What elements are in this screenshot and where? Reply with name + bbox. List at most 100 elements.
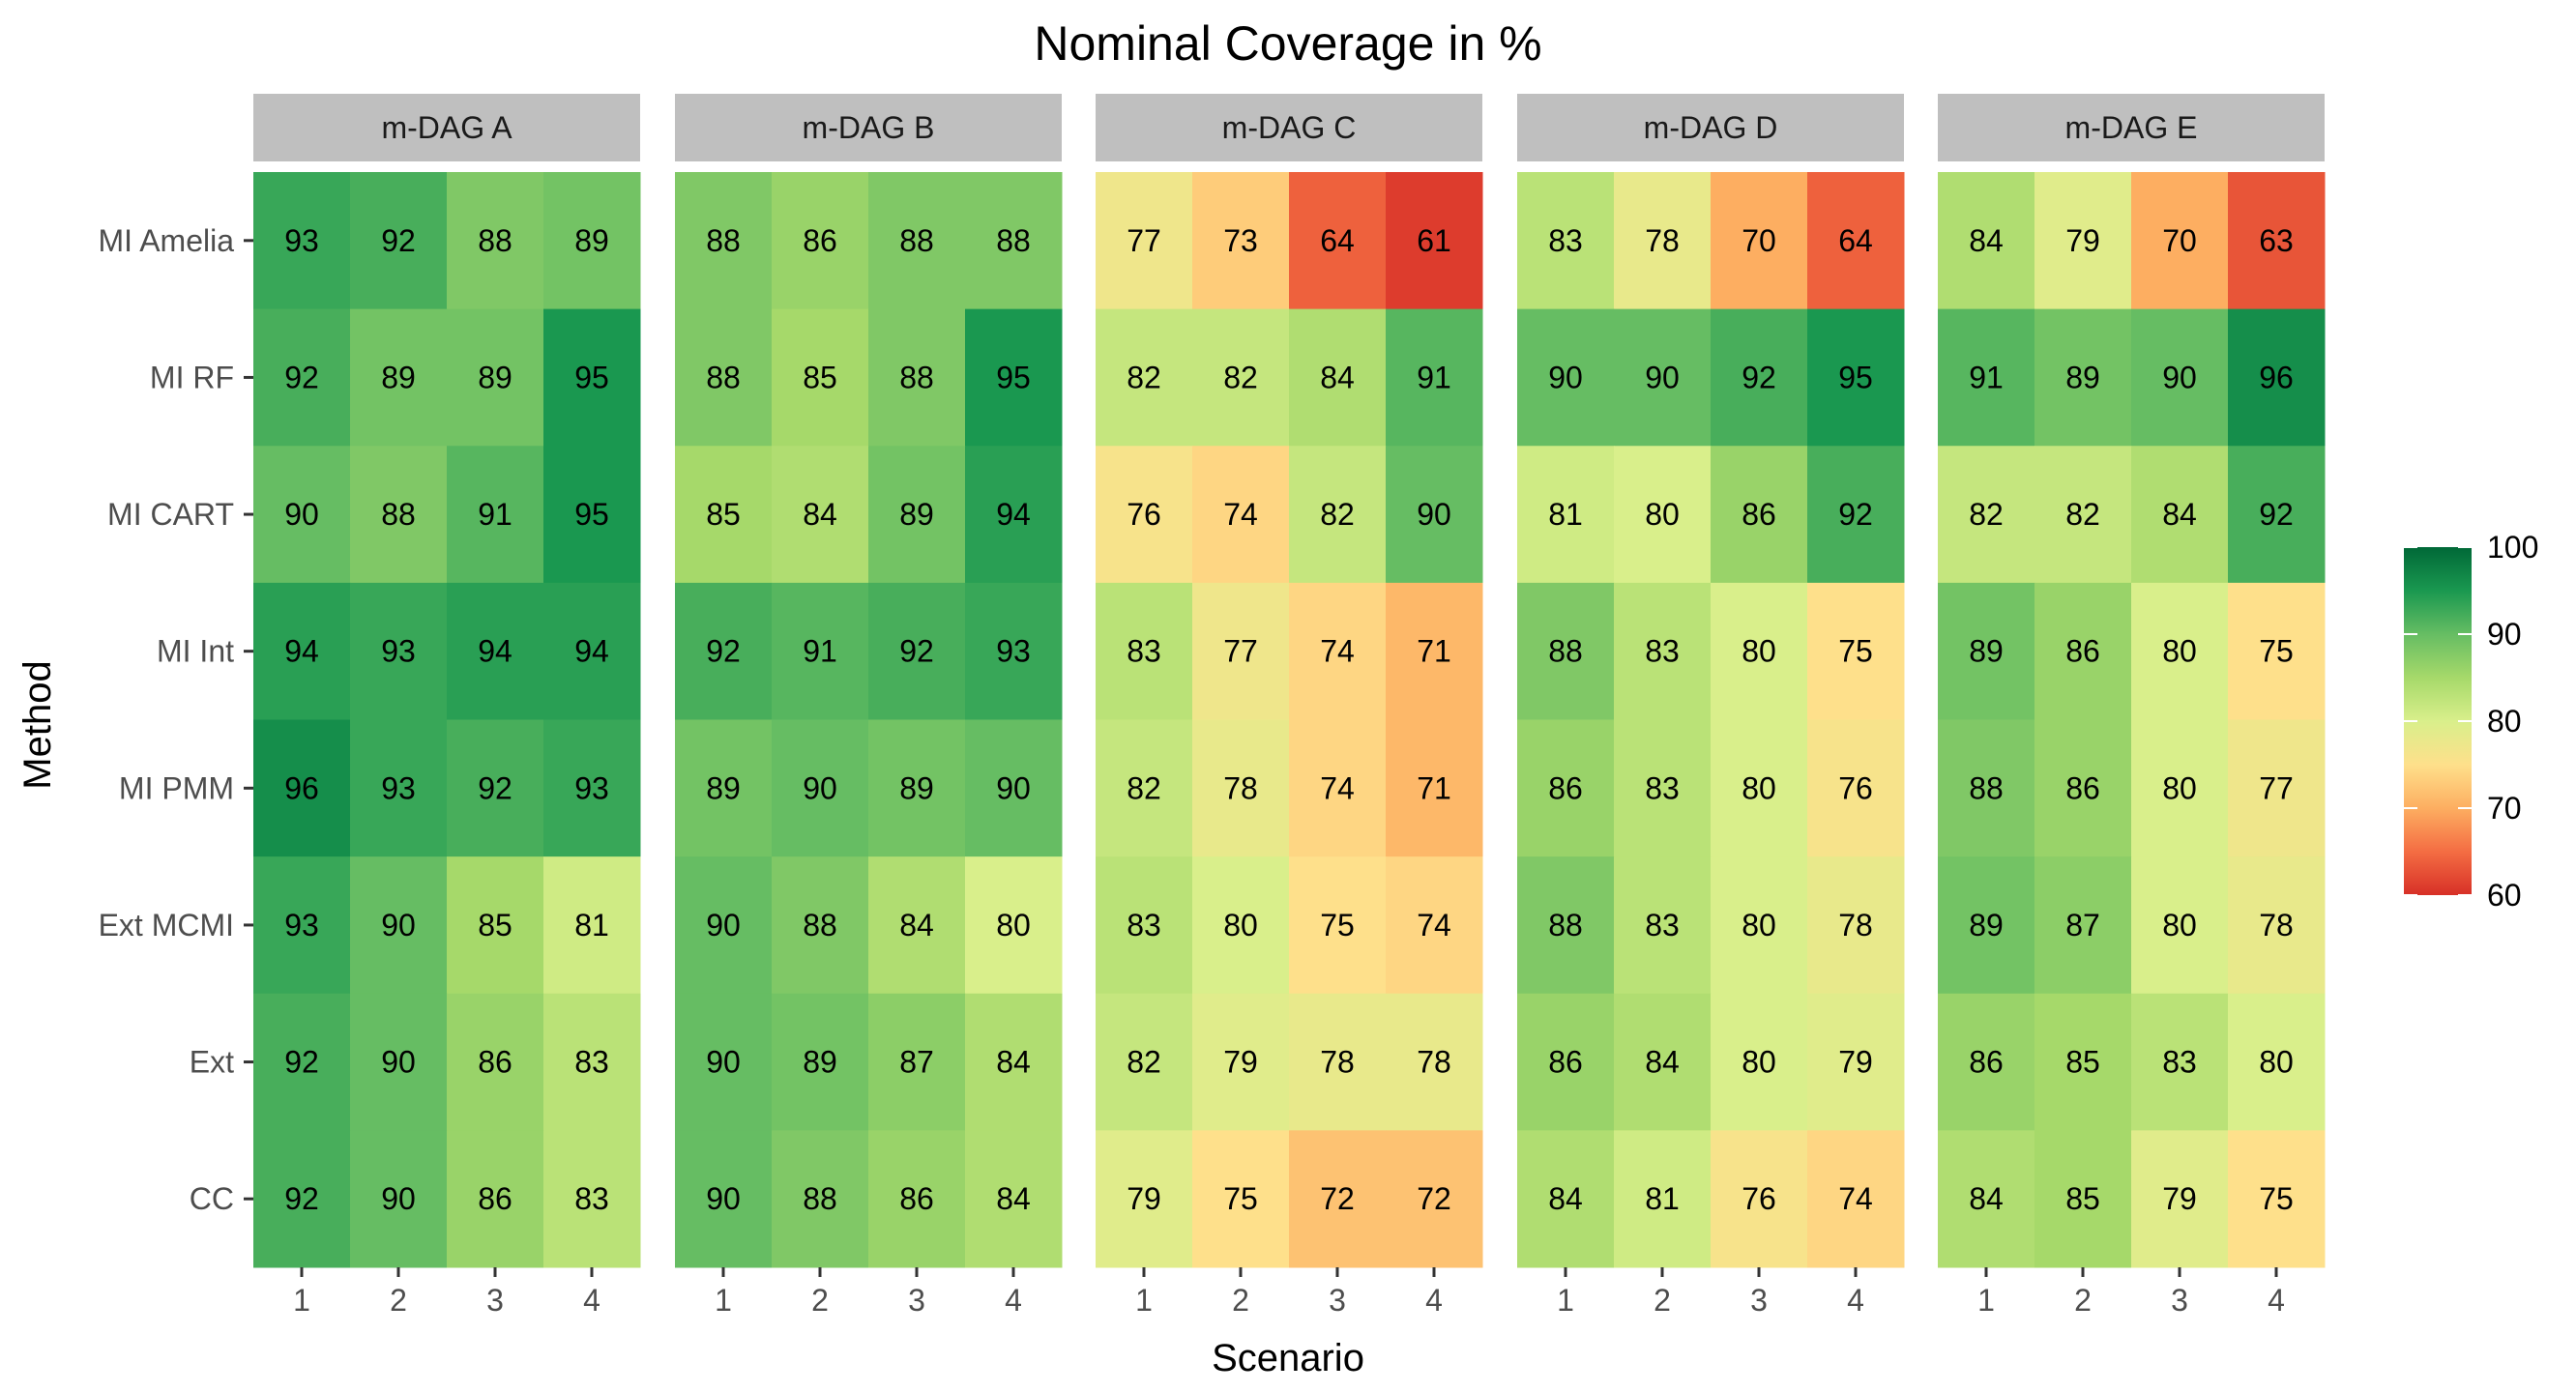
cell-value-label: 93 (996, 634, 1031, 669)
cell-value-label: 92 (478, 770, 512, 805)
facet-panel: m-DAG D 83 78 70 64 90 90 92 95 81 80 86 92 88 83 80 75 8… (1517, 94, 1905, 1318)
cell-value-label: 61 (1417, 223, 1451, 258)
cell-value-label: 90 (706, 1181, 741, 1216)
heatmap-cell (253, 719, 351, 857)
cell-value-label: 88 (1548, 634, 1583, 669)
x-tick-label: 3 (2171, 1283, 2188, 1318)
heatmap-cell (868, 993, 966, 1131)
cell-value-label: 81 (1645, 1181, 1680, 1216)
heatmap-cell (1096, 719, 1193, 857)
heatmap-cell (1096, 446, 1193, 584)
facet-label: m-DAG A (381, 110, 512, 145)
cell-value-label: 92 (284, 1181, 319, 1216)
cell-value-label: 80 (996, 908, 1031, 942)
facet-panel: m-DAG E 84 79 70 63 91 89 90 96 82 82 84 92 89 86 80 75 8… (1938, 94, 2326, 1318)
heatmap-cell (447, 172, 544, 310)
cell-value-label: 89 (899, 770, 934, 805)
cell-value-label: 84 (899, 908, 934, 942)
x-tick-label: 2 (1232, 1283, 1249, 1318)
cell-value-label: 89 (478, 360, 512, 394)
heatmap-cell (2131, 582, 2229, 720)
cell-value-label: 88 (1548, 908, 1583, 942)
cell-value-label: 93 (574, 770, 609, 805)
heatmap-cell (1386, 446, 1483, 584)
heatmap-cell (1289, 856, 1387, 995)
cell-value-label: 83 (574, 1181, 609, 1216)
heatmap-cell (1807, 582, 1905, 720)
cell-value-label: 80 (2162, 908, 2197, 942)
heatmap-cell (1517, 446, 1615, 584)
heatmap-cell (543, 993, 641, 1131)
heatmap-cell (1938, 446, 2035, 584)
heatmap-cell (447, 719, 544, 857)
x-tick-label: 2 (1654, 1283, 1671, 1318)
facet-panel: m-DAG B 88 86 88 88 88 85 88 95 85 84 89 94 92 91 92 93 8… (675, 94, 1063, 1318)
cell-value-label: 63 (2259, 223, 2294, 258)
cell-value-label: 88 (996, 223, 1031, 258)
cell-value-label: 86 (1548, 1045, 1583, 1080)
chart-title: Nominal Coverage in % (1034, 16, 1541, 71)
x-axis-title: Scenario (1212, 1337, 1364, 1379)
heatmap-cell (1096, 856, 1193, 995)
x-tick-label: 1 (1977, 1283, 1995, 1318)
cell-value-label: 94 (284, 634, 319, 669)
heatmap-cell (2228, 1130, 2326, 1268)
heatmap-cell (350, 993, 448, 1131)
heatmap-cell (1614, 308, 1712, 447)
cell-value-label: 90 (996, 770, 1031, 805)
y-tick-label: Ext (190, 1045, 234, 1080)
cell-value-label: 86 (478, 1045, 512, 1080)
heatmap-cell (1807, 1130, 1905, 1268)
cell-value-label: 92 (1838, 497, 1873, 532)
x-tick-label: 2 (811, 1283, 829, 1318)
cell-value-label: 83 (1645, 908, 1680, 942)
cell-value-label: 82 (1969, 497, 2004, 532)
cell-value-label: 80 (2162, 634, 2197, 669)
cell-value-label: 75 (1838, 634, 1873, 669)
x-tick-label: 4 (1425, 1283, 1443, 1318)
facet-panel: m-DAG A 93 92 88 89 92 89 89 95 90 88 91 95 94 93 94 94 9… (253, 94, 641, 1318)
cell-value-label: 95 (574, 497, 609, 532)
heatmap-cell (1807, 446, 1905, 584)
heatmap-cell (1386, 1130, 1483, 1268)
heatmap-cell (1614, 446, 1712, 584)
cell-value-label: 83 (574, 1045, 609, 1080)
cell-value-label: 93 (381, 634, 416, 669)
cell-value-label: 78 (1223, 770, 1258, 805)
heatmap-cell (2034, 308, 2132, 447)
heatmap-cell (675, 582, 773, 720)
heatmap-cell (1289, 993, 1387, 1131)
cell-value-label: 84 (1548, 1181, 1583, 1216)
cell-value-label: 90 (381, 908, 416, 942)
cell-value-label: 86 (899, 1181, 934, 1216)
cell-value-label: 80 (1742, 1045, 1776, 1080)
heatmap-cell (447, 446, 544, 584)
heatmap-cell (868, 582, 966, 720)
heatmap-cell (1289, 1130, 1387, 1268)
heatmap-cell (1192, 308, 1290, 447)
cell-value-label: 94 (574, 634, 609, 669)
y-tick-label: Ext MCMI (99, 908, 234, 942)
cell-value-label: 77 (2259, 770, 2294, 805)
cell-value-label: 94 (996, 497, 1031, 532)
heatmap-cell (253, 308, 351, 447)
cell-value-label: 78 (1838, 908, 1873, 942)
heatmap-cell (675, 172, 773, 310)
cell-value-label: 88 (706, 360, 741, 394)
cell-value-label: 80 (1742, 908, 1776, 942)
cell-value-label: 78 (1645, 223, 1680, 258)
heatmap-cell (1386, 719, 1483, 857)
heatmap-cell (447, 582, 544, 720)
heatmap-cell (1807, 993, 1905, 1131)
cell-value-label: 92 (899, 634, 934, 669)
cell-value-label: 71 (1417, 770, 1451, 805)
cell-value-label: 95 (574, 360, 609, 394)
cell-value-label: 88 (478, 223, 512, 258)
heatmap-cell (1711, 1130, 1808, 1268)
cell-value-label: 86 (1969, 1045, 2004, 1080)
cell-value-label: 77 (1127, 223, 1161, 258)
y-tick-label: MI PMM (119, 770, 234, 805)
cell-value-label: 83 (2162, 1045, 2197, 1080)
heatmap-cell (1938, 856, 2035, 995)
